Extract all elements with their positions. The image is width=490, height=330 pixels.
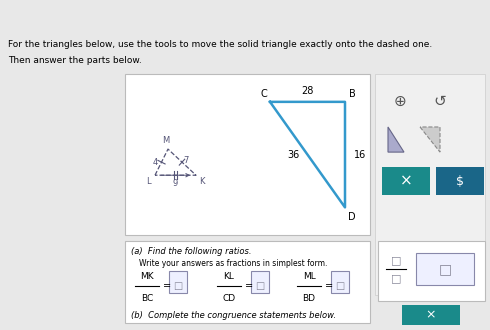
Text: (b)  Complete the congruence statements below.: (b) Complete the congruence statements b… <box>131 311 336 320</box>
Bar <box>169 271 187 293</box>
Text: ×: × <box>400 174 413 189</box>
Text: BD: BD <box>302 294 316 303</box>
Text: Write your answers as fractions in simplest form.: Write your answers as fractions in simpl… <box>139 259 327 268</box>
Bar <box>416 252 474 285</box>
Text: D: D <box>348 213 356 222</box>
Text: 16: 16 <box>354 149 366 160</box>
Text: KL: KL <box>223 272 234 281</box>
Text: 36: 36 <box>287 149 299 160</box>
Text: C: C <box>261 89 268 99</box>
Text: CD: CD <box>222 294 236 303</box>
Text: L: L <box>146 177 150 186</box>
Text: =: = <box>325 281 333 291</box>
Text: =: = <box>163 281 171 291</box>
Text: ↺: ↺ <box>434 94 446 109</box>
Text: Then answer the parts below.: Then answer the parts below. <box>8 56 142 65</box>
Text: =: = <box>245 281 253 291</box>
Text: $: $ <box>456 175 464 188</box>
Text: □: □ <box>391 274 401 284</box>
Text: 9: 9 <box>173 179 178 188</box>
Polygon shape <box>388 127 404 152</box>
Text: □: □ <box>439 262 452 276</box>
Bar <box>382 167 430 195</box>
Text: (a)  Find the following ratios.: (a) Find the following ratios. <box>131 247 251 255</box>
Text: □: □ <box>335 281 344 291</box>
Bar <box>331 271 349 293</box>
Bar <box>125 241 370 323</box>
Bar <box>251 271 269 293</box>
Polygon shape <box>420 127 440 152</box>
Text: ⊕: ⊕ <box>393 94 406 109</box>
Text: For the triangles below, use the tools to move the solid triangle exactly onto t: For the triangles below, use the tools t… <box>8 40 432 49</box>
Text: 4: 4 <box>153 158 158 167</box>
Text: B: B <box>348 89 355 99</box>
Text: □: □ <box>173 281 183 291</box>
Bar <box>378 241 485 301</box>
Text: □: □ <box>255 281 265 291</box>
Text: 7: 7 <box>183 156 189 165</box>
Text: MK: MK <box>140 272 154 281</box>
Bar <box>436 167 484 195</box>
Text: □: □ <box>391 256 401 266</box>
Text: ×: × <box>426 309 436 321</box>
Text: BC: BC <box>141 294 153 303</box>
Text: K: K <box>199 177 205 186</box>
Bar <box>375 74 485 295</box>
Text: M: M <box>162 136 170 145</box>
Text: ML: ML <box>303 272 316 281</box>
Bar <box>125 74 370 235</box>
Bar <box>402 305 460 325</box>
Text: 28: 28 <box>301 86 314 96</box>
